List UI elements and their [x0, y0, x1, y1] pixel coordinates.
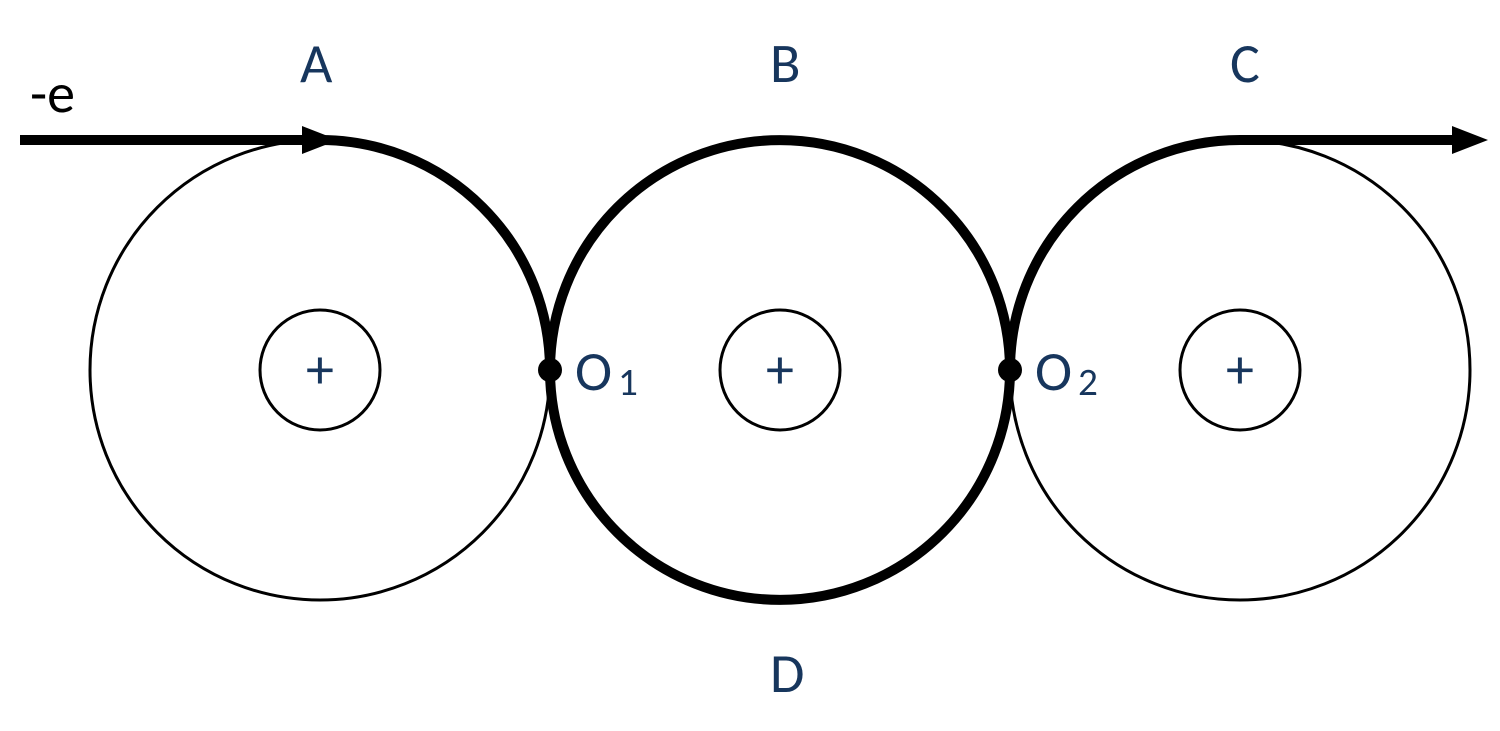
diagram-svg — [0, 0, 1500, 731]
nucleus-plus-3: + — [1226, 336, 1254, 404]
label-C: C — [1230, 30, 1260, 98]
label-O1-sub: 1 — [618, 358, 638, 406]
nucleus-plus-2: + — [766, 336, 794, 404]
label-electron: -e — [30, 60, 75, 128]
nucleus-plus-1: + — [306, 336, 334, 404]
entry-arrowhead — [302, 126, 338, 154]
tangent-point-1 — [538, 358, 562, 382]
label-D: D — [770, 640, 804, 708]
label-O2-sub: 2 — [1078, 358, 1098, 406]
exit-arrowhead — [1452, 126, 1488, 154]
label-O2: O — [1035, 338, 1072, 406]
label-O1: O — [575, 338, 612, 406]
label-A: A — [300, 30, 332, 98]
label-B: B — [770, 30, 800, 98]
tangent-point-2 — [998, 358, 1022, 382]
